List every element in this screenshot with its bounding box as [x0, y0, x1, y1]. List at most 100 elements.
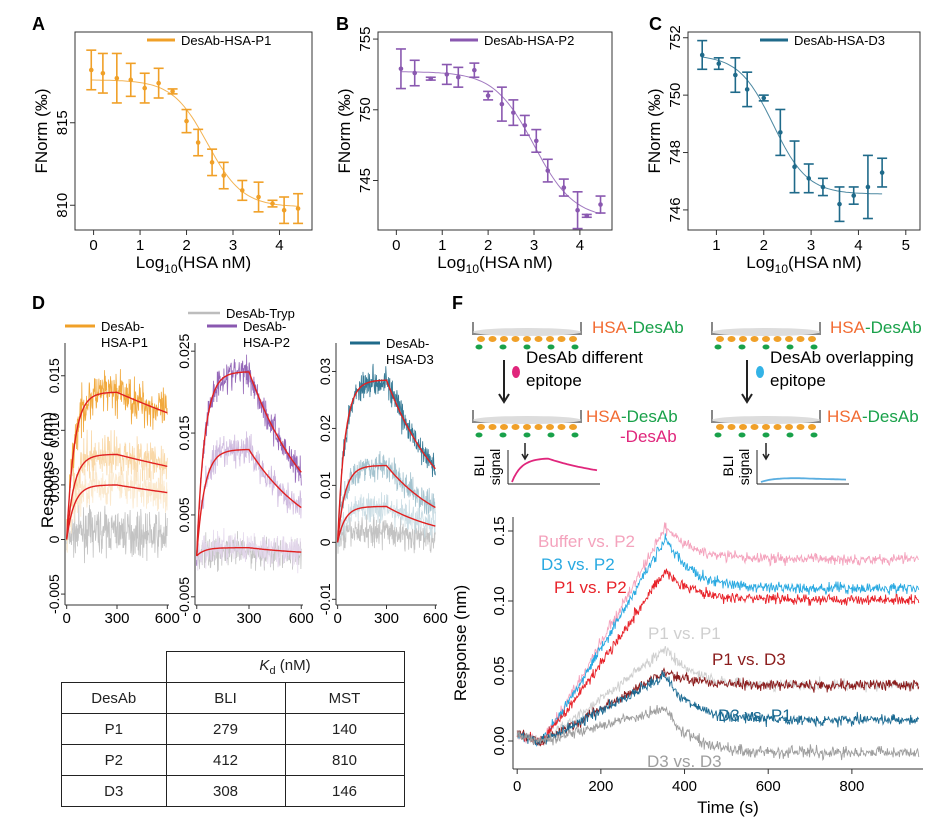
y-tick-label: 0: [46, 535, 62, 543]
desab-glyph: [475, 344, 483, 350]
hsa-glyph: [796, 336, 805, 342]
marker: [256, 194, 261, 200]
marker: [195, 140, 201, 145]
series-label: D3 vs. P2: [541, 555, 615, 574]
x-axis-label: Log10(HSA nM): [437, 253, 552, 276]
hsa-glyph: [796, 424, 805, 430]
y-tick-label: 750: [357, 97, 374, 122]
data-point: [713, 57, 724, 71]
data-point: [425, 76, 436, 81]
y-tick-label: 0.10: [491, 586, 508, 615]
sensorgram-trace: [196, 354, 302, 566]
data-point: [125, 62, 136, 98]
y-axis-label: FNorm (‰): [32, 89, 51, 174]
marker: [444, 72, 450, 77]
hsa-text: HSA: [586, 407, 622, 426]
data-point: [817, 177, 828, 197]
series-trace: [516, 533, 920, 747]
data-point: [167, 88, 178, 95]
data-point: [483, 90, 494, 101]
data-point: [730, 57, 741, 94]
data-point: [519, 114, 530, 137]
marker: [239, 188, 245, 193]
data-point: [862, 154, 873, 220]
desab-text: -DesAb: [865, 318, 922, 337]
schematic-label: HSA-DesAb: [592, 318, 684, 337]
data-point: [877, 157, 888, 188]
desab-glyph: [571, 432, 579, 438]
x-axis-label-part: (HSA nM): [479, 253, 553, 272]
fit-curve: [196, 371, 302, 556]
desab-glyph: [523, 432, 531, 438]
fit-curve: [196, 547, 302, 557]
fit-curve: [702, 56, 883, 195]
x-axis-label-sub: 10: [775, 262, 789, 276]
y-tick-label: 0.010: [46, 413, 62, 448]
y-tick-label: 746: [667, 197, 684, 222]
marker: [792, 164, 797, 170]
schematic-label: HSA-DesAb: [830, 318, 922, 337]
x-axis-label-part: Log: [746, 253, 774, 272]
sensor-right-top: [711, 322, 821, 350]
series-label: D3 vs. D3: [647, 752, 722, 771]
data-point: [542, 158, 553, 183]
marker: [398, 66, 404, 72]
marker: [156, 80, 161, 86]
hsa-glyph: [808, 336, 816, 342]
marker: [221, 173, 227, 178]
hsa-glyph: [716, 424, 724, 430]
x-axis-label-sub: 10: [466, 262, 480, 276]
data-point: [834, 186, 845, 223]
data-point: [153, 67, 164, 99]
hsa-text: HSA: [592, 318, 628, 337]
schematic-label: DesAb overlapping: [770, 348, 914, 367]
x-tick-label: 0: [89, 237, 97, 254]
data-point: [441, 63, 452, 86]
data-point: [207, 148, 218, 177]
y-tick-label: 0.015: [46, 358, 62, 393]
schematic-label: HSA-DesAb: [827, 407, 919, 426]
hsa-glyph: [773, 336, 782, 342]
schematic-label: HSA-DesAb: [586, 407, 678, 426]
sensor-surface: [712, 328, 820, 336]
data-point: [181, 108, 192, 134]
legend-label: HSA-P2: [243, 335, 290, 350]
y-axis-label: FNorm (‰): [645, 89, 664, 174]
hsa-glyph: [534, 424, 543, 430]
hsa-glyph: [546, 424, 554, 430]
x-axis-label-part: (HSA nM): [178, 253, 252, 272]
marker: [100, 70, 106, 76]
x-tick-label: 0: [333, 610, 341, 627]
marker: [472, 67, 477, 73]
marker: [545, 168, 551, 173]
kd-header: Kd (nM): [165, 651, 405, 683]
hsa-glyph: [534, 336, 543, 342]
hsa-glyph: [511, 424, 520, 430]
marker: [575, 207, 580, 213]
x-tick-label: 0: [193, 610, 201, 627]
series-label: P1 vs. D3: [712, 650, 786, 669]
panel-label: D: [32, 293, 45, 313]
hsa-glyph: [785, 424, 793, 430]
data-point: [496, 86, 507, 122]
hsa-glyph: [727, 336, 736, 342]
y-tick-label: -0.005: [176, 577, 192, 617]
legend-label: DesAb-HSA-D3: [794, 33, 885, 48]
hsa-glyph: [739, 336, 747, 342]
data-point: [86, 49, 97, 91]
marker: [128, 77, 134, 83]
x-tick-label: 2: [760, 237, 768, 254]
table-row: P2 412 810: [61, 744, 405, 776]
marker: [533, 138, 539, 144]
x-tick-label: 0: [63, 610, 71, 627]
marker: [511, 110, 516, 115]
fit-curve: [196, 448, 302, 556]
marker: [522, 123, 528, 128]
data-point: [395, 48, 406, 90]
data-point: [237, 179, 248, 202]
x-axis-label-sub: 10: [164, 262, 178, 276]
x-tick-label: 4: [854, 237, 862, 254]
y-tick-label: 755: [357, 27, 374, 52]
desab-text: -DesAb: [620, 427, 677, 446]
